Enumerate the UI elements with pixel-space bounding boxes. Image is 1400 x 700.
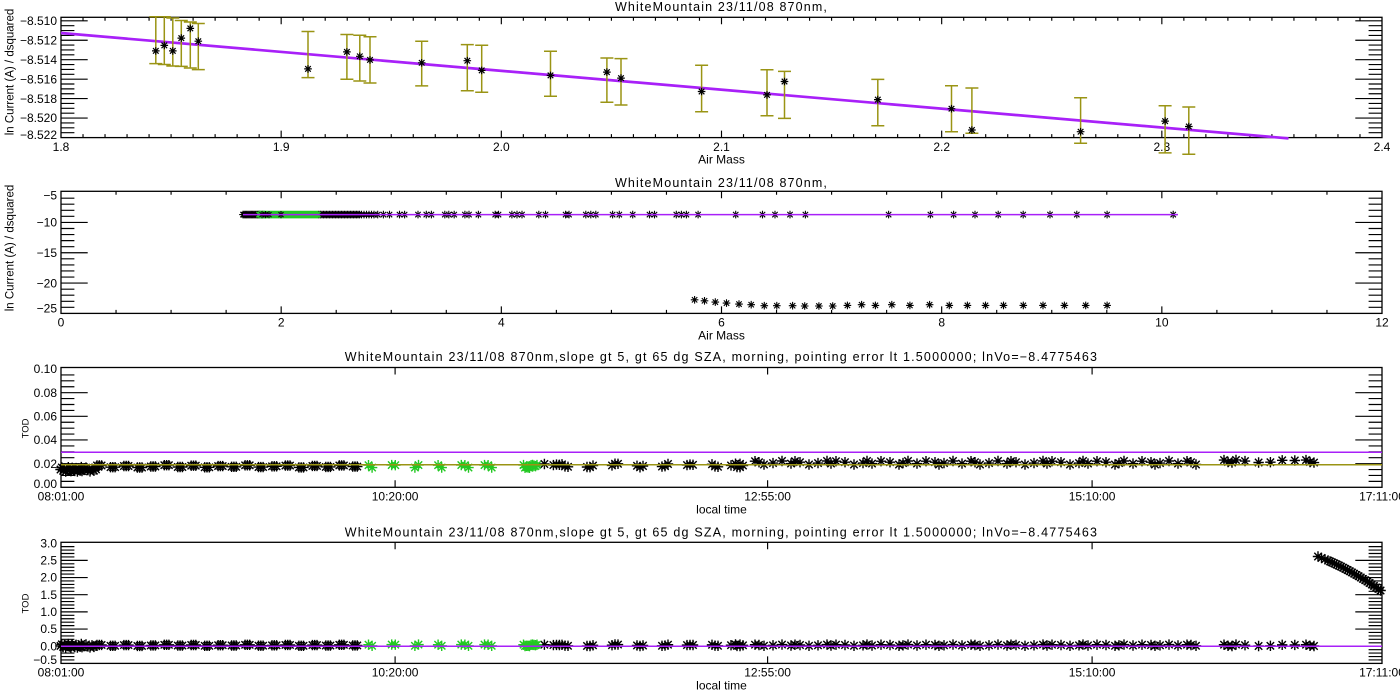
svg-text:−5: −5 xyxy=(43,189,57,203)
svg-text:2.2: 2.2 xyxy=(933,140,950,154)
svg-text:0.10: 0.10 xyxy=(34,362,58,376)
svg-text:2.3: 2.3 xyxy=(1153,140,1170,154)
svg-text:ln Current (A) / dsquared: ln Current (A) / dsquared xyxy=(4,185,16,312)
svg-text:Air Mass: Air Mass xyxy=(698,153,745,167)
svg-text:0.02: 0.02 xyxy=(34,457,58,471)
svg-text:1.9: 1.9 xyxy=(273,140,290,154)
svg-text:15:10:00: 15:10:00 xyxy=(1069,489,1116,503)
svg-text:3.0: 3.0 xyxy=(40,536,57,550)
svg-text:17:11:00: 17:11:00 xyxy=(1359,665,1400,679)
svg-text:−0.5: −0.5 xyxy=(33,653,57,667)
svg-text:2.0: 2.0 xyxy=(40,571,57,585)
svg-text:−10: −10 xyxy=(37,216,58,230)
svg-text:−8.510: −8.510 xyxy=(20,14,57,28)
svg-text:−8.512: −8.512 xyxy=(20,34,57,48)
svg-text:0.08: 0.08 xyxy=(34,386,58,400)
svg-text:2: 2 xyxy=(278,316,285,330)
svg-text:12:55:00: 12:55:00 xyxy=(744,665,791,679)
svg-text:10:20:00: 10:20:00 xyxy=(372,665,419,679)
svg-text:2.4: 2.4 xyxy=(1374,140,1391,154)
svg-text:0.04: 0.04 xyxy=(34,433,58,447)
svg-text:WhiteMountain 23/11/08 870nm,s: WhiteMountain 23/11/08 870nm,slope gt 5,… xyxy=(345,526,1098,540)
svg-text:−8.514: −8.514 xyxy=(20,53,57,67)
svg-text:8: 8 xyxy=(938,316,945,330)
svg-text:−8.520: −8.520 xyxy=(20,111,57,125)
svg-text:WhiteMountain 23/11/08 870nm,: WhiteMountain 23/11/08 870nm, xyxy=(615,176,828,190)
svg-text:−8.516: −8.516 xyxy=(20,72,57,86)
svg-text:0: 0 xyxy=(58,316,65,330)
svg-text:10:20:00: 10:20:00 xyxy=(372,489,419,503)
svg-text:WhiteMountain 23/11/08 870nm,: WhiteMountain 23/11/08 870nm, xyxy=(615,0,828,14)
svg-text:12: 12 xyxy=(1375,316,1389,330)
svg-text:−8.522: −8.522 xyxy=(20,128,57,142)
svg-text:12:55:00: 12:55:00 xyxy=(744,489,791,503)
svg-text:0.5: 0.5 xyxy=(40,622,57,636)
svg-text:0.0: 0.0 xyxy=(40,639,57,653)
svg-text:WhiteMountain 23/11/08 870nm,s: WhiteMountain 23/11/08 870nm,slope gt 5,… xyxy=(345,350,1098,364)
svg-text:local time: local time xyxy=(696,503,747,517)
svg-text:ln Current (A) / dsquared: ln Current (A) / dsquared xyxy=(4,9,16,136)
svg-text:1.0: 1.0 xyxy=(40,605,57,619)
svg-text:4: 4 xyxy=(498,316,505,330)
svg-text:−20: −20 xyxy=(37,276,58,290)
svg-text:0.00: 0.00 xyxy=(34,477,58,491)
svg-text:TOD: TOD xyxy=(20,418,31,438)
svg-text:−15: −15 xyxy=(37,246,58,260)
svg-text:0.06: 0.06 xyxy=(34,410,58,424)
svg-text:1.5: 1.5 xyxy=(40,588,57,602)
svg-text:2.0: 2.0 xyxy=(493,140,510,154)
svg-text:6: 6 xyxy=(718,316,725,330)
svg-text:15:10:00: 15:10:00 xyxy=(1069,665,1116,679)
svg-text:−25: −25 xyxy=(37,301,58,315)
svg-text:−8.518: −8.518 xyxy=(20,92,57,106)
svg-text:17:11:00: 17:11:00 xyxy=(1359,489,1400,503)
svg-text:08:01:00: 08:01:00 xyxy=(38,489,85,503)
svg-text:10: 10 xyxy=(1155,316,1169,330)
svg-text:08:01:00: 08:01:00 xyxy=(38,665,85,679)
svg-text:2.1: 2.1 xyxy=(713,140,730,154)
svg-text:1.8: 1.8 xyxy=(53,140,70,154)
svg-text:TOD: TOD xyxy=(20,593,31,613)
svg-text:local time: local time xyxy=(696,678,747,692)
svg-text:Air Mass: Air Mass xyxy=(698,328,745,342)
svg-text:2.5: 2.5 xyxy=(40,554,57,568)
